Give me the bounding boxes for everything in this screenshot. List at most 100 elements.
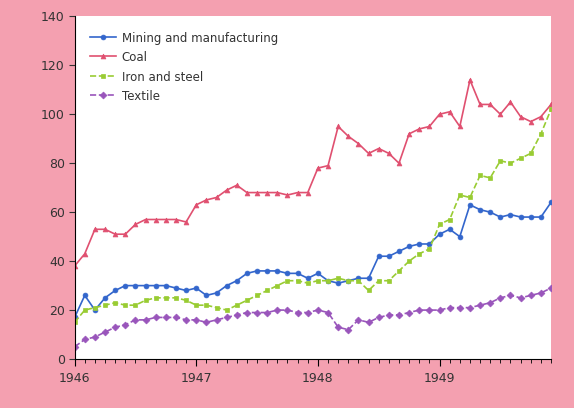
Mining and manufacturing [446,227,453,232]
Coal [142,217,149,222]
Mining and manufacturing [548,200,554,205]
Mining and manufacturing [243,271,250,276]
Coal [487,102,494,107]
Textile [264,310,271,315]
Iron and steel [548,107,554,112]
Mining and manufacturing [335,281,342,286]
Mining and manufacturing [102,295,108,300]
Coal [537,114,544,119]
Textile [426,308,433,313]
Textile [183,317,189,322]
Coal [223,188,230,193]
Mining and manufacturing [173,286,180,290]
Iron and steel [122,303,129,308]
Mining and manufacturing [507,212,514,217]
Mining and manufacturing [406,244,413,249]
Textile [395,313,402,317]
Coal [152,217,159,222]
Line: Iron and steel: Iron and steel [72,107,553,325]
Textile [122,322,129,327]
Coal [507,100,514,104]
Coal [162,217,169,222]
Iron and steel [82,308,88,313]
Textile [162,315,169,320]
Coal [183,220,189,224]
Coal [284,193,291,197]
Iron and steel [345,278,352,283]
Mining and manufacturing [416,242,422,246]
Iron and steel [91,305,98,310]
Textile [487,300,494,305]
Textile [91,335,98,339]
Textile [274,308,281,313]
Coal [345,134,352,139]
Coal [385,151,392,156]
Coal [173,217,180,222]
Mining and manufacturing [132,283,139,288]
Textile [345,327,352,332]
Coal [102,227,108,232]
Mining and manufacturing [142,283,149,288]
Iron and steel [315,278,321,283]
Coal [548,102,554,107]
Mining and manufacturing [487,210,494,215]
Coal [294,190,301,195]
Textile [497,295,504,300]
Textile [284,308,291,313]
Coal [132,222,139,227]
Textile [365,320,372,325]
Mining and manufacturing [234,278,241,283]
Textile [324,310,331,315]
Mining and manufacturing [152,283,159,288]
Iron and steel [537,131,544,136]
Coal [446,109,453,114]
Mining and manufacturing [355,276,362,281]
Coal [203,197,210,202]
Iron and steel [406,259,413,264]
Coal [456,124,463,129]
Mining and manufacturing [203,293,210,298]
Mining and manufacturing [112,288,119,293]
Coal [213,195,220,200]
Coal [365,151,372,156]
Iron and steel [395,268,402,273]
Textile [71,344,78,349]
Coal [324,163,331,168]
Textile [173,315,180,320]
Textile [517,295,524,300]
Coal [395,161,402,166]
Textile [355,317,362,322]
Iron and steel [223,308,230,313]
Mining and manufacturing [304,276,311,281]
Iron and steel [497,158,504,163]
Iron and steel [132,303,139,308]
Textile [213,317,220,322]
Iron and steel [152,295,159,300]
Textile [528,293,534,298]
Iron and steel [243,298,250,303]
Textile [335,325,342,330]
Iron and steel [112,300,119,305]
Coal [375,146,382,151]
Iron and steel [234,303,241,308]
Mining and manufacturing [264,268,271,273]
Coal [243,190,250,195]
Textile [385,313,392,317]
Iron and steel [375,278,382,283]
Coal [355,141,362,146]
Iron and steel [173,295,180,300]
Mining and manufacturing [426,242,433,246]
Mining and manufacturing [537,215,544,220]
Mining and manufacturing [71,315,78,320]
Textile [203,320,210,325]
Iron and steel [183,298,189,303]
Mining and manufacturing [91,308,98,313]
Iron and steel [456,193,463,197]
Coal [82,251,88,256]
Legend: Mining and manufacturing, Coal, Iron and steel, Textile: Mining and manufacturing, Coal, Iron and… [80,22,288,113]
Textile [223,315,230,320]
Coal [406,131,413,136]
Mining and manufacturing [497,215,504,220]
Textile [112,325,119,330]
Iron and steel [284,278,291,283]
